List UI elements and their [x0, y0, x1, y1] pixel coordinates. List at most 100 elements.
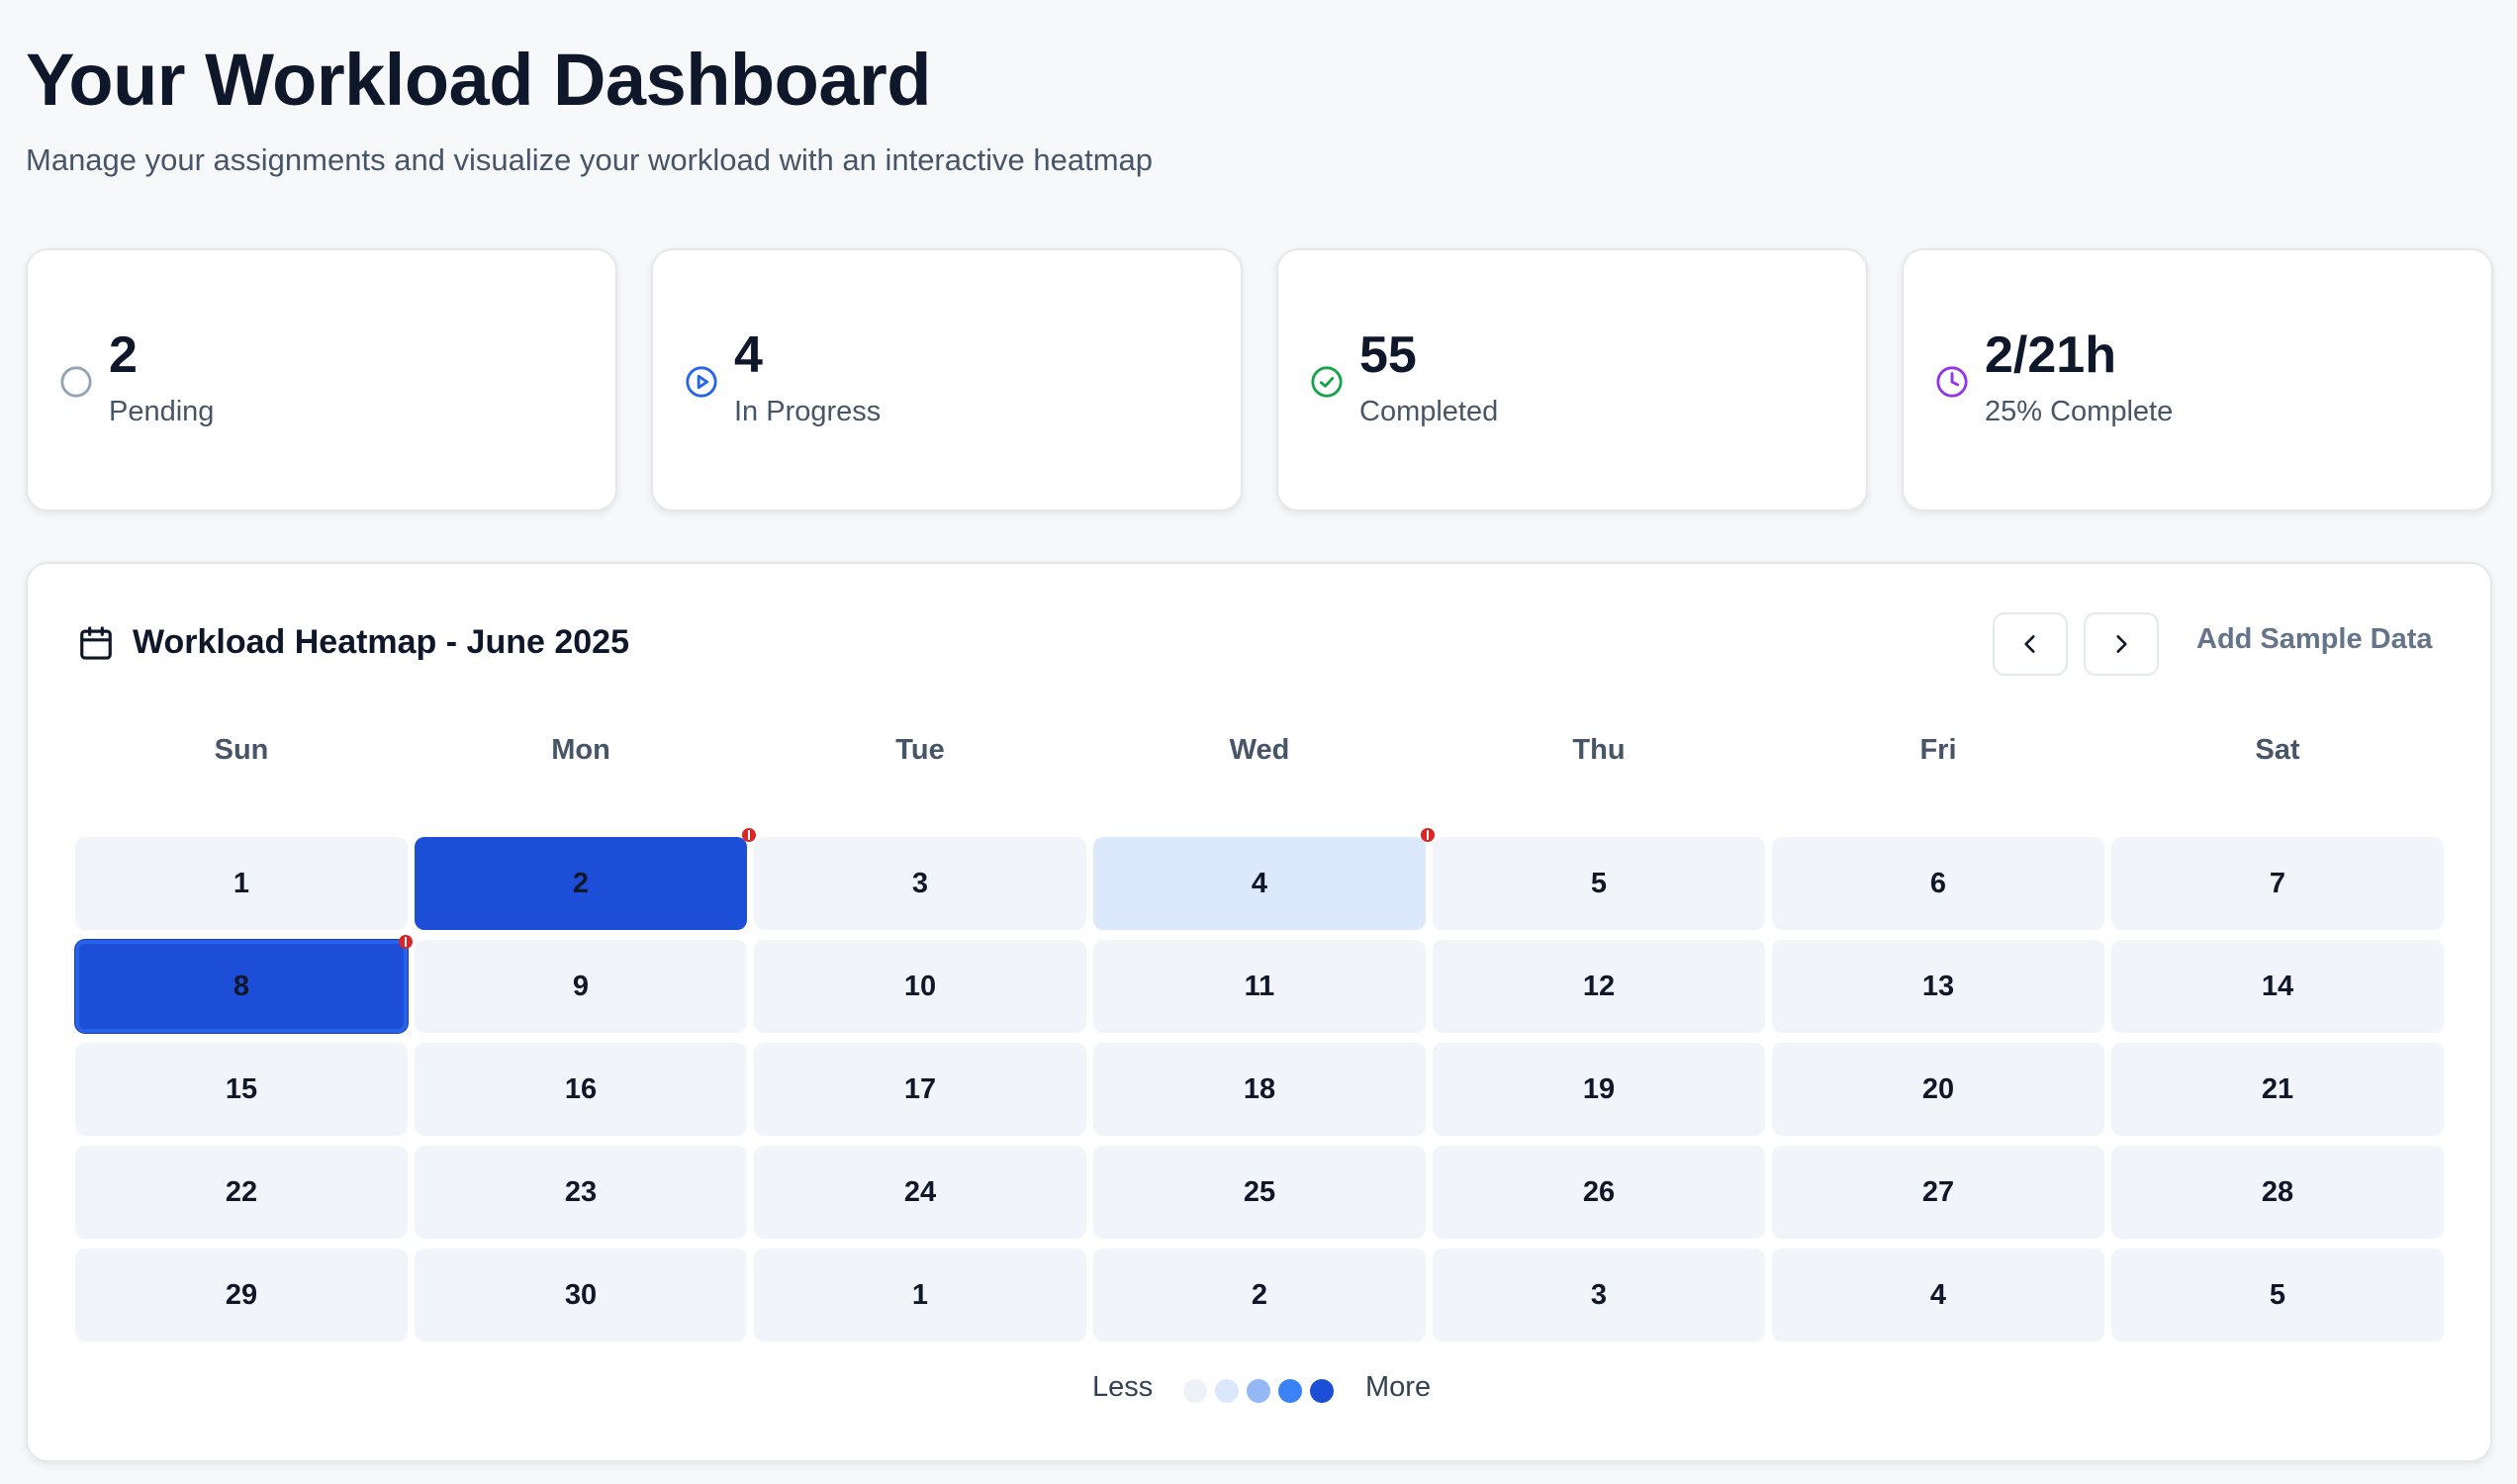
stat-card-in-progress: 4 In Progress — [651, 248, 1243, 511]
alert-indicator-icon — [399, 935, 413, 949]
page-title: Your Workload Dashboard — [26, 39, 931, 121]
calendar-day[interactable]: 17 — [754, 1043, 1086, 1136]
day-number: 13 — [1921, 970, 1955, 1002]
day-number: 11 — [1244, 970, 1275, 1002]
day-number: 30 — [564, 1278, 598, 1311]
calendar-day[interactable]: 9 — [415, 940, 747, 1033]
stat-value: 2/21h — [1985, 326, 2116, 384]
calendar-day[interactable]: 2 — [415, 828, 756, 930]
day-number: 6 — [1929, 867, 1947, 899]
day-number: 1 — [233, 867, 250, 899]
calendar-day[interactable]: 5 — [2111, 1249, 2444, 1342]
day-number: 18 — [1243, 1072, 1276, 1105]
calendar-day[interactable]: 24 — [754, 1146, 1086, 1239]
calendar-day[interactable]: 19 — [1433, 1043, 1765, 1136]
add-sample-data-button[interactable]: Add Sample Data — [2196, 623, 2433, 655]
day-number: 20 — [1921, 1072, 1955, 1105]
calendar-day[interactable]: 3 — [1433, 1249, 1765, 1342]
day-number: 25 — [1243, 1175, 1276, 1208]
calendar-day[interactable]: 18 — [1093, 1043, 1426, 1136]
day-number: 16 — [564, 1072, 598, 1105]
calendar-day[interactable]: 27 — [1772, 1146, 2104, 1239]
next-month-button[interactable] — [2084, 612, 2159, 676]
day-number: 8 — [233, 970, 250, 1002]
day-number: 24 — [903, 1175, 937, 1208]
calendar-day[interactable]: 30 — [415, 1249, 747, 1342]
day-number: 14 — [2261, 970, 2294, 1002]
calendar-day[interactable]: 1 — [754, 1249, 1086, 1342]
calendar-day[interactable]: 4 — [1093, 828, 1435, 930]
calendar-day[interactable]: 8 — [75, 935, 413, 1033]
calendar-day[interactable]: 29 — [75, 1249, 408, 1342]
legend-swatch — [1278, 1379, 1302, 1403]
calendar-day[interactable]: 2 — [1093, 1249, 1426, 1342]
calendar-day[interactable]: 28 — [2111, 1146, 2444, 1239]
stat-card-hours: 2/21h 25% Complete — [1902, 248, 2493, 511]
circle-icon — [60, 366, 92, 398]
play-circle-icon — [686, 366, 717, 398]
calendar-day[interactable]: 22 — [75, 1146, 408, 1239]
calendar-day[interactable]: 16 — [415, 1043, 747, 1136]
calendar-day[interactable]: 21 — [2111, 1043, 2444, 1136]
day-number: 17 — [903, 1072, 937, 1105]
day-number: 4 — [1251, 867, 1268, 899]
calendar-day[interactable]: 14 — [2111, 940, 2444, 1033]
calendar-icon — [80, 626, 112, 660]
page-subtitle: Manage your assignments and visualize yo… — [26, 142, 1153, 177]
calendar-day[interactable]: 11 — [1093, 940, 1426, 1033]
workload-heatmap-card: Workload Heatmap - June 2025 Add Sample … — [26, 562, 2492, 1462]
stats-row: 2 Pending 4 In Progress 55 Completed 2 — [26, 248, 2493, 513]
day-number: 4 — [1929, 1278, 1947, 1311]
calendar-day[interactable]: 6 — [1772, 837, 2104, 930]
weekday-label: Wed — [1229, 734, 1290, 766]
stat-label: Pending — [109, 396, 215, 427]
day-number: 7 — [2269, 867, 2286, 899]
day-number: 2 — [1251, 1278, 1268, 1311]
previous-month-button[interactable] — [1993, 612, 2068, 676]
stat-label: Completed — [1359, 396, 1499, 427]
calendar-day[interactable]: 25 — [1093, 1146, 1426, 1239]
alert-indicator-icon — [1421, 828, 1435, 842]
day-number: 9 — [572, 970, 590, 1002]
heatmap-legend: Less More — [28, 1371, 2490, 1411]
day-number: 21 — [2261, 1072, 2294, 1105]
calendar-day[interactable]: 3 — [754, 837, 1086, 930]
weekday-label: Sun — [214, 734, 269, 766]
day-number: 3 — [1590, 1278, 1608, 1311]
calendar-day[interactable]: 15 — [75, 1043, 408, 1136]
chevron-left-icon — [2024, 635, 2035, 653]
calendar-day[interactable]: 5 — [1433, 837, 1765, 930]
legend-more-label: More — [1365, 1371, 1432, 1403]
calendar-day[interactable]: 26 — [1433, 1146, 1765, 1239]
calendar-day[interactable]: 1 — [75, 837, 408, 930]
heatmap-title: Workload Heatmap - June 2025 — [133, 623, 629, 661]
calendar-day[interactable]: 4 — [1772, 1249, 2104, 1342]
legend-less-label: Less — [1092, 1371, 1154, 1403]
stat-label: In Progress — [734, 396, 882, 427]
alert-indicator-icon — [742, 828, 756, 842]
day-number: 12 — [1582, 970, 1616, 1002]
legend-swatch — [1247, 1379, 1270, 1403]
legend-swatch — [1183, 1379, 1207, 1403]
legend-swatch — [1215, 1379, 1239, 1403]
calendar-day[interactable]: 13 — [1772, 940, 2104, 1033]
day-number: 3 — [911, 867, 929, 899]
day-number: 27 — [1921, 1175, 1955, 1208]
weekday-header: Sun Mon Tue Wed Thu Fri Sat — [75, 734, 2446, 774]
day-number: 15 — [225, 1072, 258, 1105]
day-number: 22 — [225, 1175, 258, 1208]
weekday-label: Thu — [1572, 734, 1626, 766]
day-number: 2 — [572, 867, 590, 899]
calendar-day[interactable]: 23 — [415, 1146, 747, 1239]
clock-icon — [1936, 366, 1968, 398]
calendar-day[interactable]: 7 — [2111, 837, 2444, 930]
stat-label: 25% Complete — [1985, 396, 2174, 427]
day-number: 1 — [911, 1278, 929, 1311]
calendar-day[interactable]: 20 — [1772, 1043, 2104, 1136]
day-number: 29 — [225, 1278, 258, 1311]
calendar-day[interactable]: 12 — [1433, 940, 1765, 1033]
calendar-day[interactable]: 10 — [754, 940, 1086, 1033]
day-number: 26 — [1582, 1175, 1616, 1208]
stat-value: 55 — [1359, 326, 1417, 384]
